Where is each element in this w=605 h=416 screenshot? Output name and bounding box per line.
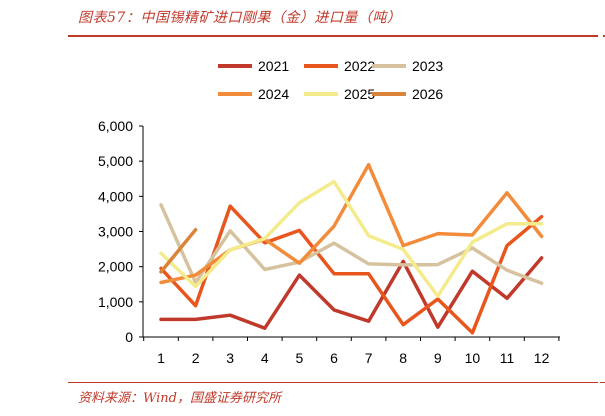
top-divider xyxy=(68,35,598,37)
y-tick-label: 1,000 xyxy=(98,294,133,310)
legend-label-2026: 2026 xyxy=(412,86,443,102)
x-tick-label: 12 xyxy=(534,350,550,366)
x-tick-label: 10 xyxy=(465,350,481,366)
line-chart: 2021 2022 2023 2024 2025 2026 0 1,000 2,000 3,00… xyxy=(98,58,560,366)
x-tick-label: 5 xyxy=(296,350,304,366)
y-tick-label: 4,000 xyxy=(98,188,133,204)
legend-label-2023: 2023 xyxy=(412,58,443,74)
y-tick-label: 6,000 xyxy=(98,118,133,134)
y-tick-label: 0 xyxy=(125,329,133,345)
series-line-2023 xyxy=(159,203,544,285)
legend: 2021 2022 2023 2024 2025 2026 xyxy=(218,58,443,102)
series-line-2026 xyxy=(159,227,198,274)
x-tick-label: 6 xyxy=(330,350,338,366)
x-tick-label: 7 xyxy=(365,350,373,366)
x-tick-label: 11 xyxy=(500,350,515,366)
series-lines xyxy=(159,162,544,335)
x-tick-label: 2 xyxy=(192,350,200,366)
x-tick-label: 9 xyxy=(434,350,442,366)
x-tick-label: 3 xyxy=(226,350,234,366)
x-tick-label: 1 xyxy=(157,350,165,366)
top-divider-tail xyxy=(603,35,605,37)
series-line-2022 xyxy=(159,204,544,335)
legend-label-2025: 2025 xyxy=(344,86,375,102)
legend-label-2024: 2024 xyxy=(258,86,289,102)
x-tick-label: 8 xyxy=(399,350,407,366)
legend-label-2022: 2022 xyxy=(344,58,375,74)
chart-title: 图表57：中国锡精矿进口剛果（金）进口量（吨） xyxy=(78,10,402,26)
y-tick-label: 2,000 xyxy=(98,259,133,275)
y-tick-label: 5,000 xyxy=(98,153,133,169)
x-tick-label: 4 xyxy=(261,350,269,366)
series-line-2021 xyxy=(159,256,544,330)
y-tick-label: 3,000 xyxy=(98,224,133,240)
bottom-divider xyxy=(68,382,598,383)
series-line-2025 xyxy=(159,179,544,298)
legend-label-2021: 2021 xyxy=(258,58,289,74)
source-note: 资料来源：Wind，国盛证券研究所 xyxy=(78,391,281,406)
bottom-divider-tail xyxy=(600,382,605,383)
